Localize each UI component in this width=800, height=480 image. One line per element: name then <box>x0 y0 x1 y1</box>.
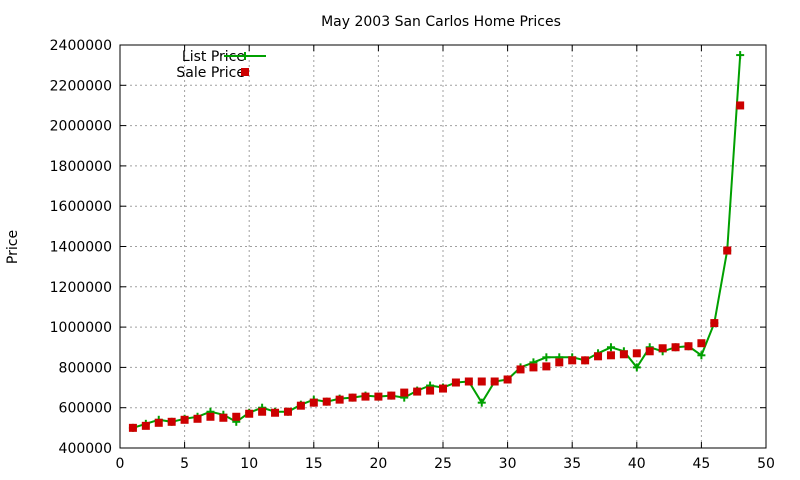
x-tick-label: 35 <box>563 456 581 472</box>
y-tick-label: 600000 <box>59 401 112 417</box>
legend: List Price Sale Price <box>176 49 266 81</box>
sale-price-point <box>361 392 370 401</box>
sale-price-point <box>710 319 719 328</box>
sale-price-point <box>632 349 641 358</box>
y-tick-label: 1000000 <box>50 320 112 336</box>
x-tick-label: 15 <box>305 456 323 472</box>
sale-price-point <box>296 401 305 410</box>
sale-price-point <box>594 352 603 361</box>
x-tick-label: 25 <box>434 456 452 472</box>
sale-price-point <box>439 384 447 393</box>
sale-price-point <box>193 414 202 423</box>
sale-price-point <box>219 413 228 422</box>
y-tick-label: 1400000 <box>50 240 112 256</box>
sale-price-point <box>348 393 357 402</box>
list-price-point <box>606 343 615 352</box>
sale-price-point <box>464 377 473 386</box>
sale-price-point <box>180 415 189 424</box>
sale-price-point <box>723 246 732 255</box>
list-price-point <box>542 353 551 362</box>
sale-price-point <box>271 408 280 417</box>
sale-price-point <box>684 342 693 351</box>
chart-title: May 2003 San Carlos Home Prices <box>321 14 561 30</box>
y-tick-label: 2400000 <box>50 38 112 54</box>
sale-price-point <box>542 362 551 371</box>
sale-price-point <box>477 377 486 386</box>
sale-price-point <box>387 391 396 400</box>
sale-price-point <box>141 421 150 430</box>
y-tick-label: 1800000 <box>50 159 112 175</box>
list-price-point <box>632 363 641 372</box>
sale-price-point <box>568 356 577 365</box>
y-tick-label: 1600000 <box>50 199 112 215</box>
sale-price-point <box>736 101 745 110</box>
sale-price-point <box>245 409 254 418</box>
sale-price-point <box>529 363 538 372</box>
sale-price-point <box>645 347 654 356</box>
sale-price-point <box>309 398 318 407</box>
sale-price-point <box>451 378 460 387</box>
sale-price-point <box>335 395 344 404</box>
x-tick-label: 5 <box>180 456 189 472</box>
y-tick-label: 2000000 <box>50 119 112 135</box>
legend-label-list-price: List Price <box>182 49 245 65</box>
legend-marker-sale-price <box>241 68 249 76</box>
y-tick-label: 800000 <box>59 360 112 376</box>
sale-price-point <box>581 356 590 365</box>
x-tick-label: 0 <box>116 456 125 472</box>
sale-price-point <box>206 412 215 421</box>
list-price-point <box>477 398 486 407</box>
axis-ticks: 400000 600000 800000 1000000 1200000 1400000 1… <box>50 38 775 472</box>
list-price-point <box>697 351 706 360</box>
sale-price-point <box>697 339 706 348</box>
plot-frame <box>119 44 767 449</box>
sale-price-point <box>555 358 564 367</box>
sale-price-point <box>154 418 163 427</box>
sale-price-point <box>374 392 383 401</box>
y-axis-label: Price <box>5 230 21 264</box>
x-tick-label: 50 <box>757 456 775 472</box>
sale-price-point <box>619 350 628 359</box>
y-tick-label: 2200000 <box>50 78 112 94</box>
sale-price-point <box>671 343 680 352</box>
sale-price-point <box>503 375 512 384</box>
sale-price-point <box>128 423 137 432</box>
sale-price-point <box>400 388 409 397</box>
x-tick-label: 20 <box>369 456 387 472</box>
sale-price-point <box>322 397 331 406</box>
sale-price-point <box>490 377 499 386</box>
series-sale-price <box>128 101 745 432</box>
sale-price-point <box>167 417 176 426</box>
sale-price-point <box>258 407 267 416</box>
sale-price-point <box>426 386 435 395</box>
y-tick-label: 400000 <box>59 441 112 457</box>
x-tick-label: 10 <box>240 456 258 472</box>
grid-lines <box>120 45 766 448</box>
sale-price-point <box>413 387 422 396</box>
sale-price-point <box>232 412 241 421</box>
sale-price-point <box>283 407 292 416</box>
legend-marker-list-price <box>241 52 249 60</box>
sale-price-point <box>516 365 525 374</box>
x-tick-label: 45 <box>692 456 710 472</box>
x-tick-label: 40 <box>628 456 646 472</box>
x-tick-label: 30 <box>499 456 517 472</box>
legend-label-sale-price: Sale Price <box>176 65 245 81</box>
list-price-point <box>736 51 745 60</box>
y-tick-label: 1200000 <box>50 280 112 296</box>
sale-price-point <box>606 351 615 360</box>
sale-price-point <box>658 344 667 353</box>
